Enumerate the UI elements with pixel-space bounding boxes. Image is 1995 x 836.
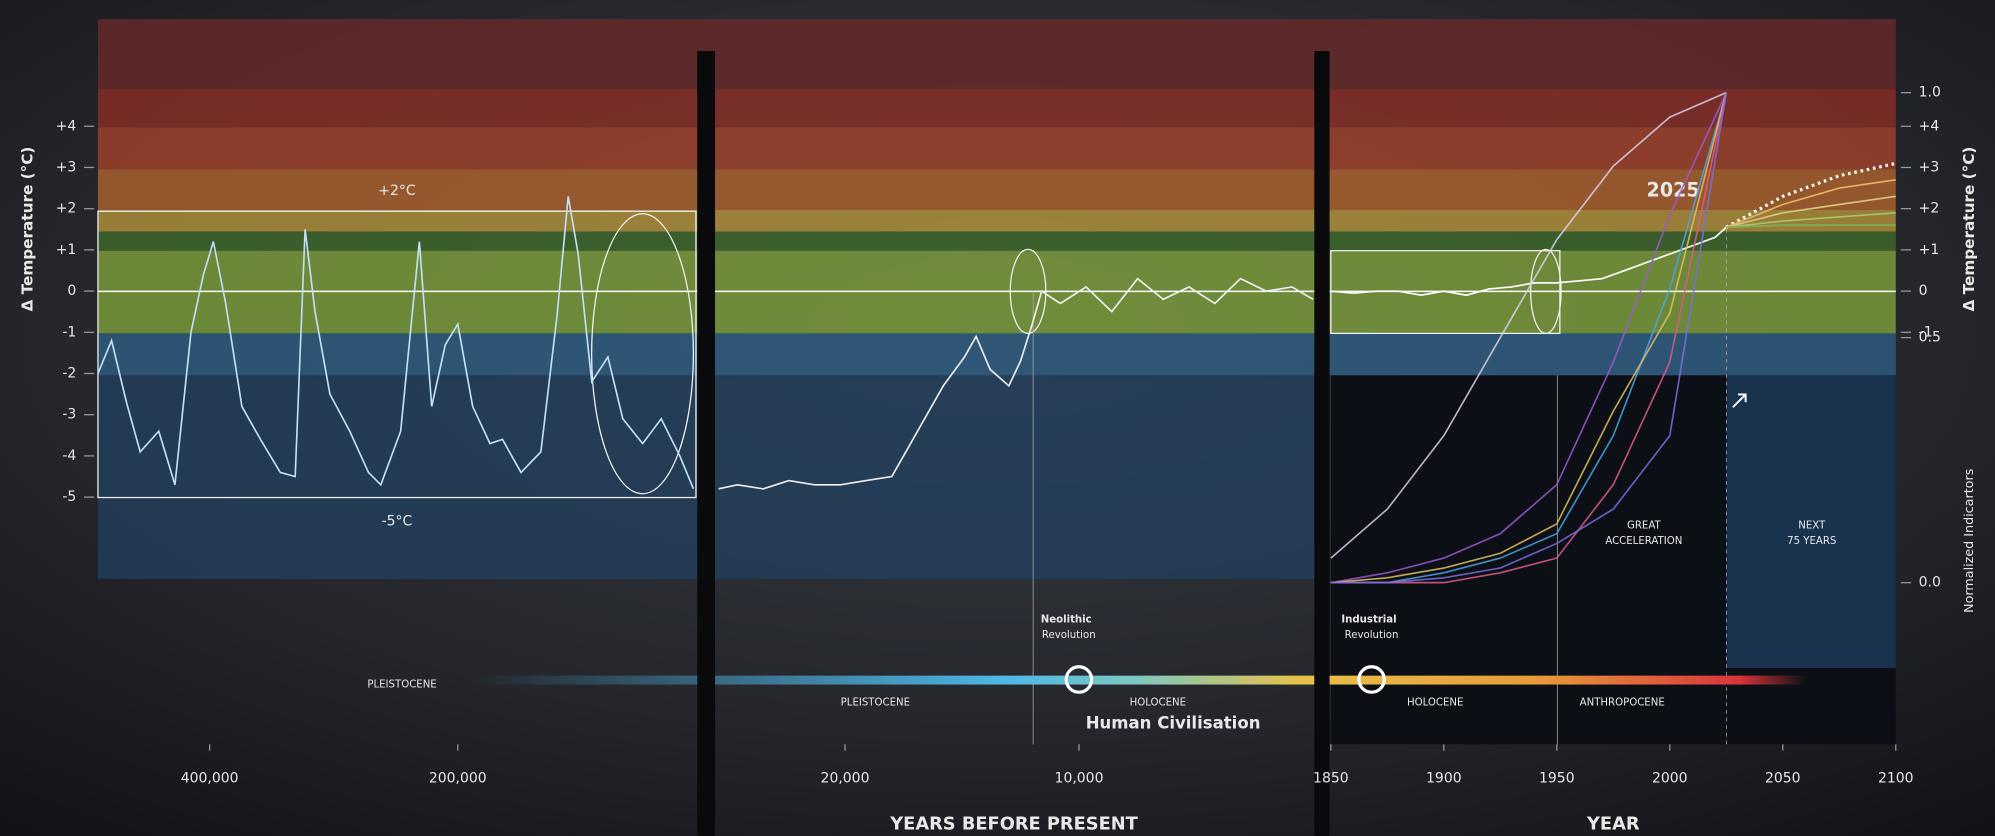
annotation: 75 YEARS xyxy=(1787,536,1836,547)
annotation: Human Civilisation xyxy=(1086,713,1261,732)
y-tick-label: 0 xyxy=(1919,283,1928,299)
annotation: Revolution xyxy=(1042,630,1096,641)
data-line xyxy=(1725,161,1897,229)
highlight-ellipse xyxy=(1009,248,1047,335)
y-tick-label: 0 xyxy=(67,283,76,299)
annotation: HOLOCENE xyxy=(1407,697,1463,708)
arrow-icon xyxy=(1732,393,1747,408)
plot: 400,000 200,000 +4 +3 +2 +1 0 -1 -2 -3 -4 -5 Δ Tempe… xyxy=(18,85,1978,835)
era-marker xyxy=(1357,665,1386,694)
y-tick-label: +3 xyxy=(1919,159,1940,175)
data-line xyxy=(1726,195,1896,229)
y-tick-label: -1 xyxy=(1919,324,1933,340)
annotation: PLEISTOCENE xyxy=(367,680,436,691)
data-line xyxy=(1330,92,1728,584)
x-tick-label: 2100 xyxy=(1878,771,1914,787)
annotation: HOLOCENE xyxy=(1130,697,1186,708)
y-tick-label: -3 xyxy=(62,407,76,423)
x-tick-label: 200,000 xyxy=(429,771,487,787)
x-tick-label: 2050 xyxy=(1765,771,1801,787)
data-line xyxy=(1726,224,1896,229)
annotation: GREAT xyxy=(1627,521,1662,532)
y-tick-label: +3 xyxy=(56,159,77,175)
y-tick-label: 0.0 xyxy=(1919,575,1941,591)
y-tick-label: +4 xyxy=(56,118,77,134)
y-tick-label: +2 xyxy=(56,201,77,217)
annotation: +2°C xyxy=(378,183,415,199)
data-line xyxy=(1330,226,1727,297)
data-line xyxy=(1725,179,1896,229)
highlight-ellipse xyxy=(1529,248,1562,335)
data-line xyxy=(718,277,1314,490)
annotation: 2025 xyxy=(1647,179,1700,201)
x-tick-label: 400,000 xyxy=(181,771,239,787)
annotation: -5°C xyxy=(382,514,413,530)
annotation: Neolithic xyxy=(1041,615,1092,626)
y-tick-label: -1 xyxy=(62,324,76,340)
x-tick-label: 1850 xyxy=(1313,771,1349,787)
panel-break xyxy=(697,50,716,836)
y-tick-label: +1 xyxy=(56,242,77,258)
x-axis-label: YEAR xyxy=(1586,814,1640,835)
y-axis-label: Δ Temperature (°C) xyxy=(18,147,36,312)
data-line xyxy=(1330,91,1727,559)
x-tick-label: 20,000 xyxy=(821,771,870,787)
annotation: PLEISTOCENE xyxy=(841,697,910,708)
y-tick-label: +2 xyxy=(1919,201,1940,217)
era-bar xyxy=(470,675,1807,685)
y-tick-label: 1.0 xyxy=(1919,85,1941,101)
era-marker xyxy=(1064,665,1094,694)
y-tick-label: -5 xyxy=(62,489,76,505)
data-line xyxy=(1330,92,1728,584)
range-box xyxy=(97,210,697,499)
x-tick-label: 1950 xyxy=(1539,771,1575,787)
data-line xyxy=(1726,211,1896,229)
annotation: Revolution xyxy=(1345,630,1399,641)
annotation: Industrial xyxy=(1341,615,1396,626)
y-axis-label: Δ Temperature (°C) xyxy=(1960,147,1978,312)
data-line xyxy=(97,196,695,490)
x-axis-label: YEARS BEFORE PRESENT xyxy=(889,814,1138,835)
annotation: ANTHROPOCENE xyxy=(1580,697,1665,708)
range-box xyxy=(1330,250,1561,335)
y-tick-label: +4 xyxy=(1919,118,1940,134)
y-tick-label: 0.5 xyxy=(1919,330,1941,346)
x-tick-label: 1900 xyxy=(1426,771,1462,787)
data-line xyxy=(1330,92,1728,584)
x-tick-label: 10,000 xyxy=(1055,771,1104,787)
annotation: NEXT xyxy=(1798,521,1826,532)
panel-break xyxy=(1314,50,1330,836)
y-axis-label: Normalized Indicartors xyxy=(1961,469,1976,613)
x-tick-label: 2000 xyxy=(1652,771,1688,787)
annotation: ACCELERATION xyxy=(1605,536,1682,547)
highlight-ellipse xyxy=(590,213,695,495)
y-tick-label: +1 xyxy=(1919,242,1940,258)
future-panel xyxy=(1726,375,1896,669)
y-tick-label: -2 xyxy=(62,365,76,381)
y-tick-label: -4 xyxy=(62,448,76,464)
